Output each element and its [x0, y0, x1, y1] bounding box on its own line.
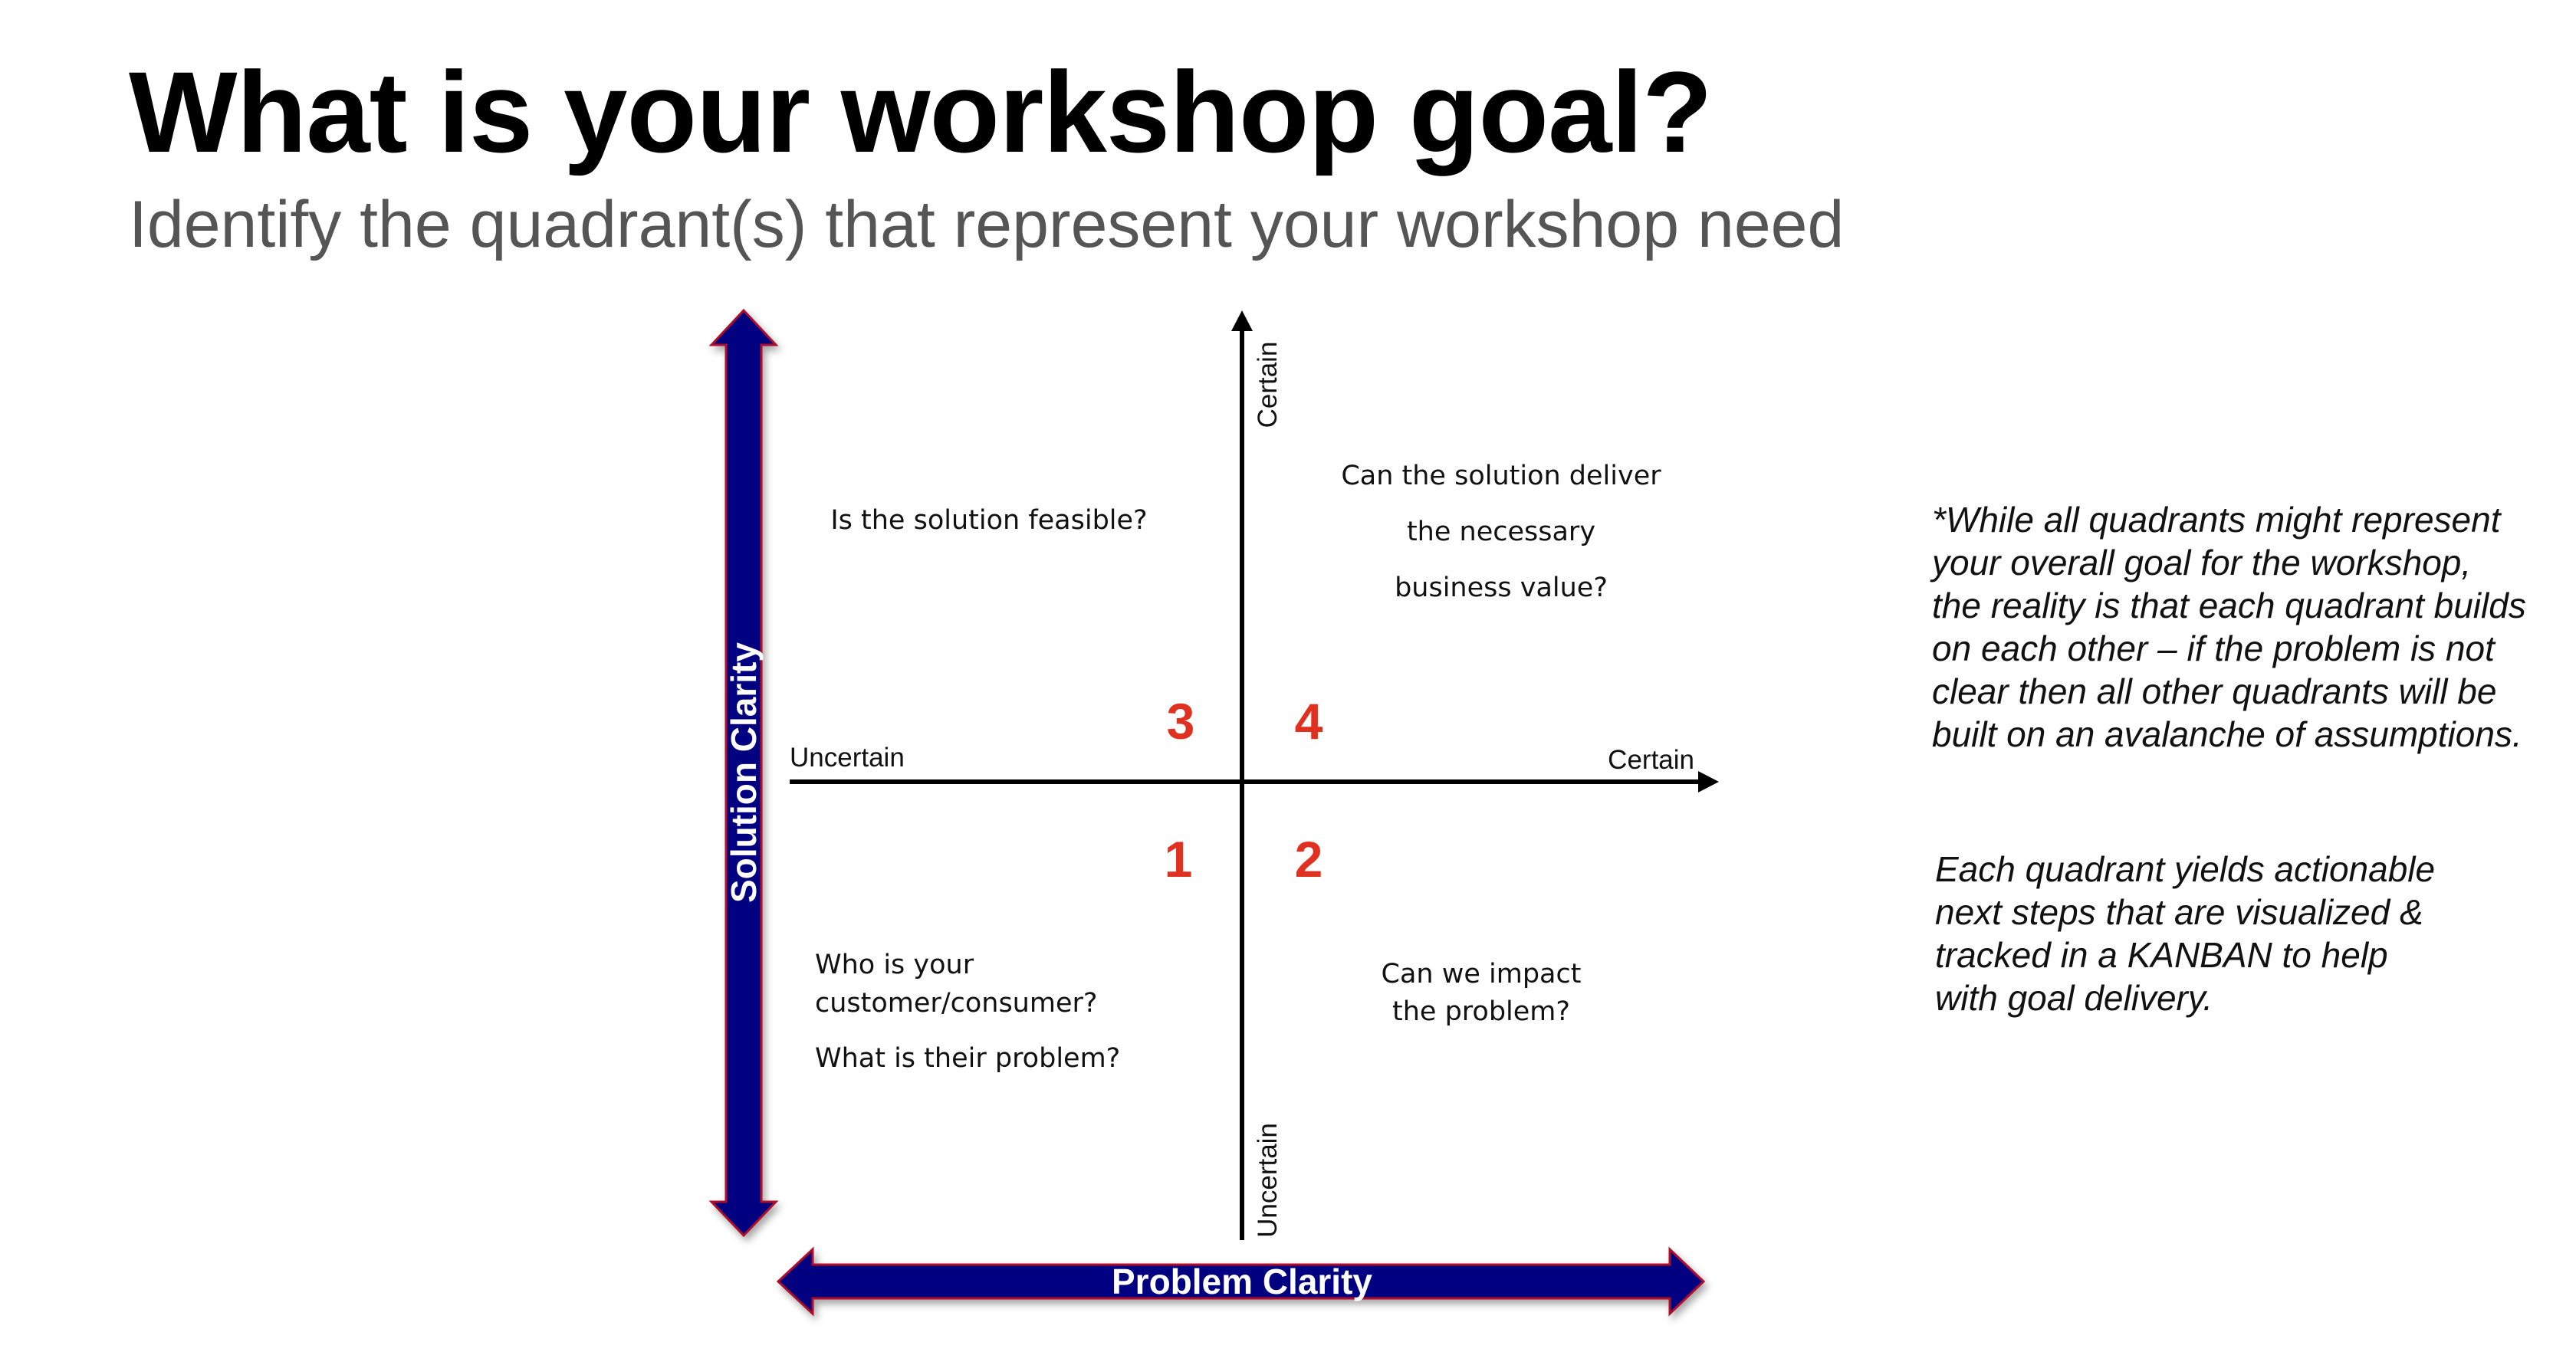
quadrant-4-question-line-1: Can the solution deliver — [1341, 461, 1661, 491]
horizontal-axis-arrowhead-icon — [1698, 771, 1719, 792]
slide-subtitle: Identify the quadrant(s) that represent … — [129, 188, 1845, 261]
quadrant-4-question-line-2: the necessary — [1407, 517, 1595, 547]
quadrant-4-number: 4 — [1295, 693, 1323, 750]
quadrant-2-question-line-1: Can we impact — [1382, 959, 1582, 989]
quadrant-1-question-line-2: customer/consumer? — [815, 988, 1097, 1019]
kanban-note: Each quadrant yields actionable next ste… — [1935, 849, 2436, 1018]
solution-clarity-arrow — [708, 308, 779, 1238]
quadrant-3-question: Is the solution feasible? — [830, 505, 1147, 536]
horizontal-axis-right-label: Certain — [1608, 745, 1694, 775]
problem-clarity-label: Problem Clarity — [1112, 1262, 1372, 1301]
vertical-axis-arrowhead-icon — [1231, 310, 1253, 331]
slide-title: What is your workshop goal? — [129, 48, 1713, 176]
vertical-axis-bottom-label: Uncertain — [1253, 1123, 1283, 1238]
quadrant-1-question-line-1: Who is your — [815, 950, 974, 980]
quadrant-2-number: 2 — [1295, 831, 1323, 888]
quadrant-1-question-line-3: What is their problem? — [815, 1043, 1120, 1074]
quadrant-dependency-note: *While all quadrants might represent you… — [1932, 500, 2526, 754]
quadrant-2-question-line-2: the problem? — [1392, 996, 1570, 1027]
solution-clarity-label: Solution Clarity — [724, 642, 764, 903]
problem-clarity-arrow — [776, 1246, 1706, 1317]
quadrant-4-question-line-3: business value? — [1395, 573, 1608, 603]
horizontal-axis-left-label: Uncertain — [790, 743, 905, 773]
quadrant-3-number: 3 — [1167, 693, 1195, 750]
quadrant-1-number: 1 — [1165, 831, 1193, 888]
vertical-axis-top-label: Certain — [1253, 342, 1283, 428]
